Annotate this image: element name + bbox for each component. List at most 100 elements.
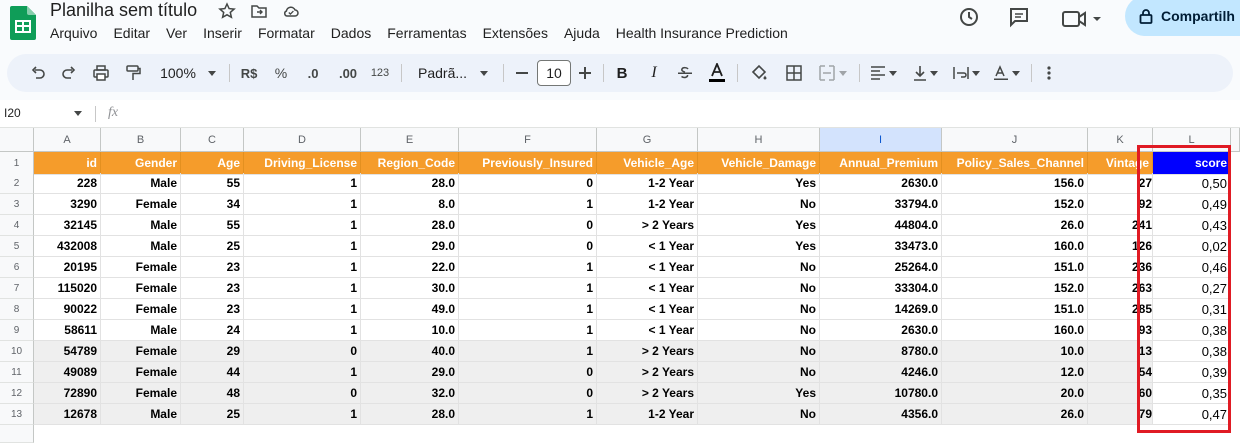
data-cell[interactable]: 27 — [1088, 173, 1153, 194]
menu-ajuda[interactable]: Ajuda — [563, 25, 600, 41]
data-cell[interactable]: Male — [101, 320, 181, 341]
header-cell-driving-license[interactable]: Driving_License — [244, 152, 361, 175]
data-cell[interactable]: 44804.0 — [820, 215, 942, 236]
menu-extensoes[interactable]: Extensões — [482, 25, 548, 41]
menu-health-insurance-prediction[interactable]: Health Insurance Prediction — [615, 25, 788, 41]
row-header-14[interactable] — [0, 425, 34, 443]
more-formats-button[interactable]: 123 — [370, 67, 390, 79]
comments-icon[interactable] — [1007, 5, 1031, 29]
data-cell[interactable]: 23 — [181, 278, 244, 299]
data-cell[interactable]: 1 — [244, 404, 361, 425]
data-cell[interactable]: 12678 — [34, 404, 101, 425]
column-header-j[interactable]: J — [942, 128, 1088, 152]
data-cell[interactable]: 28.0 — [361, 404, 459, 425]
data-cell[interactable]: 33304.0 — [820, 278, 942, 299]
text-wrapping-icon[interactable] — [950, 54, 982, 92]
text-rotation-icon[interactable] — [990, 54, 1022, 92]
data-cell[interactable]: > 2 Years — [597, 215, 698, 236]
data-cell[interactable]: Female — [101, 257, 181, 278]
row-header-1[interactable]: 1 — [0, 152, 34, 175]
data-cell[interactable]: 93 — [1088, 320, 1153, 341]
data-cell[interactable]: < 1 Year — [597, 278, 698, 299]
data-cell[interactable]: 23 — [181, 299, 244, 320]
header-cell-annual-premium[interactable]: Annual_Premium — [820, 152, 942, 175]
data-cell[interactable]: 285 — [1088, 299, 1153, 320]
data-cell[interactable]: 3290 — [34, 194, 101, 215]
data-cell[interactable]: > 2 Years — [597, 362, 698, 383]
data-cell[interactable]: 126 — [1088, 236, 1153, 257]
data-cell[interactable]: 55 — [181, 215, 244, 236]
share-button[interactable]: Compartilh — [1125, 0, 1240, 36]
data-cell[interactable]: 152.0 — [942, 194, 1088, 215]
redo-icon[interactable] — [58, 54, 80, 92]
column-header-a[interactable]: A — [34, 128, 101, 152]
data-cell[interactable]: 10.0 — [942, 341, 1088, 362]
data-cell[interactable]: 2630.0 — [820, 173, 942, 194]
data-cell[interactable]: Female — [101, 278, 181, 299]
data-cell[interactable]: 10780.0 — [820, 383, 942, 404]
data-cell[interactable]: Female — [101, 341, 181, 362]
data-cell[interactable]: 1 — [459, 320, 597, 341]
header-cell-policy-sales-channel[interactable]: Policy_Sales_Channel — [942, 152, 1088, 175]
data-cell[interactable]: < 1 Year — [597, 257, 698, 278]
data-cell[interactable]: 54 — [1088, 362, 1153, 383]
text-color-icon[interactable] — [706, 54, 728, 92]
row-header-13[interactable]: 13 — [0, 404, 34, 425]
data-cell[interactable]: Male — [101, 404, 181, 425]
data-cell[interactable]: 32.0 — [361, 383, 459, 404]
data-cell[interactable]: 23 — [181, 257, 244, 278]
data-cell[interactable]: No — [698, 257, 820, 278]
data-cell[interactable]: 0 — [459, 362, 597, 383]
data-cell[interactable]: No — [698, 278, 820, 299]
data-cell[interactable]: 4356.0 — [820, 404, 942, 425]
select-all-corner[interactable] — [0, 128, 34, 152]
header-cell-id[interactable]: id — [34, 152, 101, 175]
column-header-c[interactable]: C — [181, 128, 244, 152]
data-cell[interactable]: 156.0 — [942, 173, 1088, 194]
column-header-d[interactable]: D — [244, 128, 361, 152]
increase-font-size-icon[interactable] — [575, 54, 595, 92]
data-cell[interactable]: 0 — [459, 236, 597, 257]
header-cell-region-code[interactable]: Region_Code — [361, 152, 459, 175]
data-cell[interactable]: 48 — [181, 383, 244, 404]
data-cell[interactable]: 2630.0 — [820, 320, 942, 341]
column-header-i[interactable]: I — [820, 128, 942, 152]
data-cell[interactable]: 34 — [181, 194, 244, 215]
data-cell[interactable]: 0 — [459, 383, 597, 404]
data-cell[interactable]: 25 — [181, 236, 244, 257]
column-header-b[interactable]: B — [101, 128, 181, 152]
data-cell[interactable]: 8.0 — [361, 194, 459, 215]
data-cell[interactable]: No — [698, 404, 820, 425]
data-cell[interactable]: 0 — [244, 341, 361, 362]
data-cell[interactable]: 28.0 — [361, 215, 459, 236]
data-cell[interactable]: 49.0 — [361, 299, 459, 320]
data-cell[interactable]: 236 — [1088, 257, 1153, 278]
data-cell[interactable]: 30.0 — [361, 278, 459, 299]
menu-ver[interactable]: Ver — [166, 25, 188, 41]
row-header-4[interactable]: 4 — [0, 215, 34, 236]
header-cell-gender[interactable]: Gender — [101, 152, 181, 175]
chevron-down-icon[interactable] — [74, 111, 82, 116]
data-cell[interactable]: 1-2 Year — [597, 194, 698, 215]
data-cell[interactable]: 12.0 — [942, 362, 1088, 383]
data-cell[interactable]: 33794.0 — [820, 194, 942, 215]
row-header-12[interactable]: 12 — [0, 383, 34, 404]
data-cell[interactable]: 44 — [181, 362, 244, 383]
sheets-logo-icon[interactable] — [10, 6, 36, 40]
data-cell[interactable]: Female — [101, 362, 181, 383]
data-cell[interactable]: 1 — [244, 236, 361, 257]
history-icon[interactable] — [957, 5, 981, 29]
data-cell[interactable]: No — [698, 299, 820, 320]
data-cell[interactable]: Yes — [698, 215, 820, 236]
fill-color-icon[interactable] — [748, 54, 770, 92]
data-cell[interactable]: 1 — [459, 299, 597, 320]
data-cell[interactable]: 72890 — [34, 383, 101, 404]
borders-icon[interactable] — [783, 54, 805, 92]
data-cell[interactable]: 1 — [244, 257, 361, 278]
data-cell[interactable]: 1-2 Year — [597, 404, 698, 425]
data-cell[interactable]: Male — [101, 236, 181, 257]
data-cell[interactable]: 1 — [244, 194, 361, 215]
data-cell[interactable]: 160.0 — [942, 320, 1088, 341]
column-header-m[interactable] — [1231, 128, 1240, 152]
data-cell[interactable]: 241 — [1088, 215, 1153, 236]
